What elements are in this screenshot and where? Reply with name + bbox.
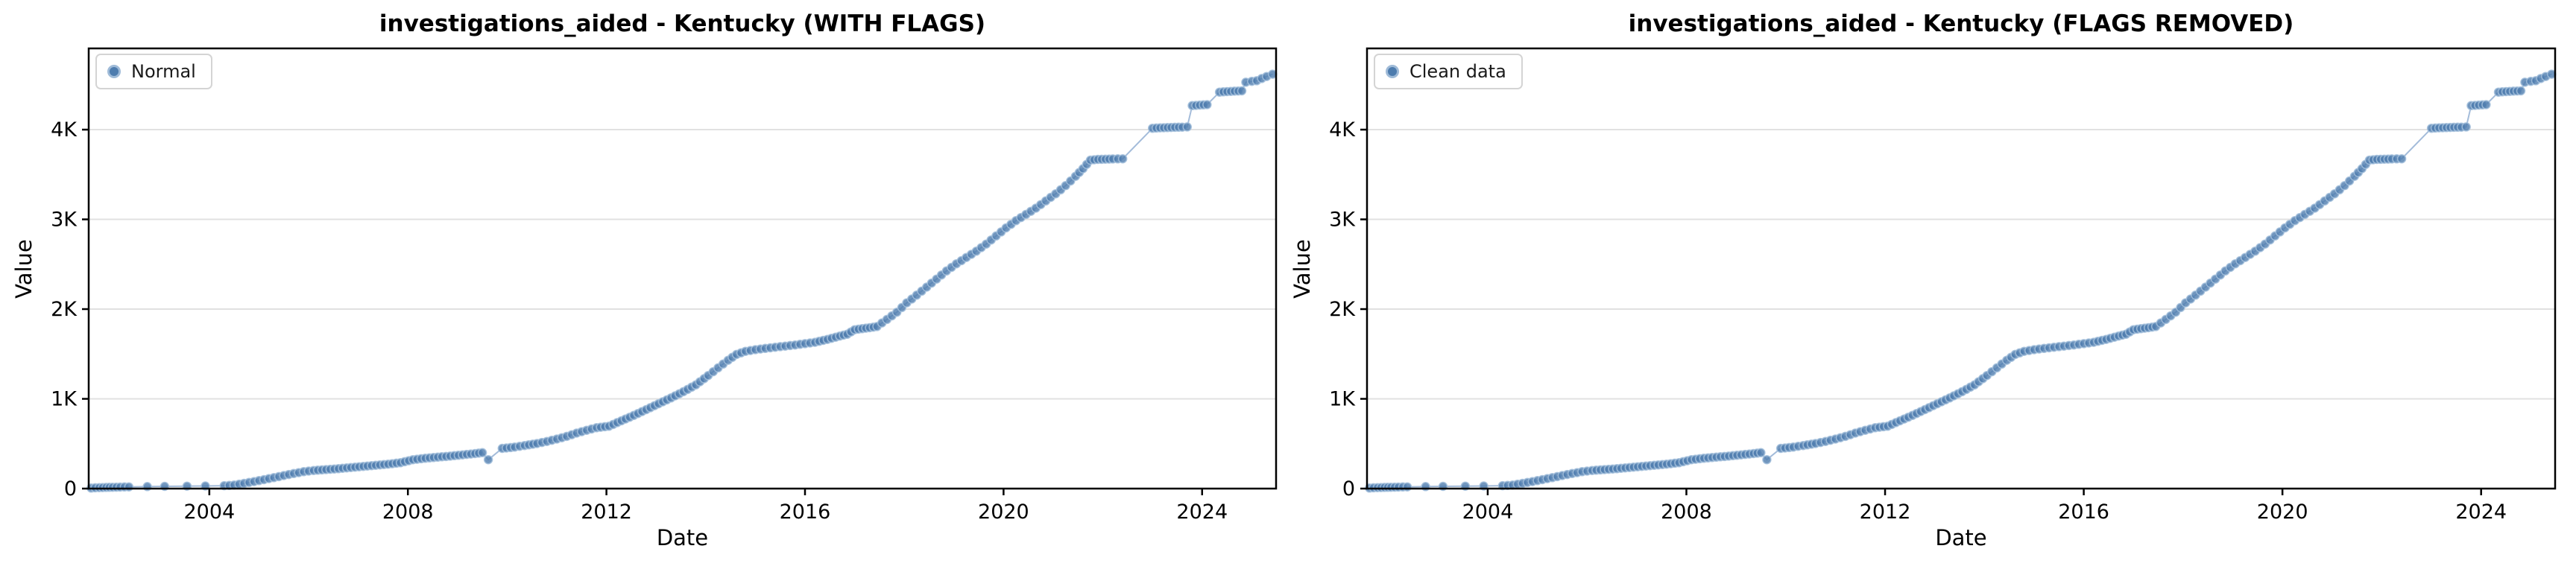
data-point: [1202, 100, 1212, 109]
right-plot: investigations_aided - Kentucky (FLAGS R…: [1289, 10, 2557, 550]
x-tick-label: 2024: [1176, 500, 1228, 524]
data-point: [477, 448, 487, 458]
left-plot-ylabel: Value: [11, 238, 37, 299]
y-tick-label: 1K: [1329, 388, 1356, 411]
x-tick-label: 2004: [183, 500, 235, 524]
x-tick-label: 2004: [1462, 500, 1514, 524]
data-point: [1117, 153, 1128, 164]
data-point: [1182, 122, 1193, 132]
y-tick-label: 1K: [51, 388, 78, 411]
x-tick-label: 2020: [978, 500, 1029, 524]
right-plot-title: investigations_aided - Kentucky (FLAGS R…: [1628, 10, 2294, 37]
legend-label: Clean data: [1409, 61, 1506, 82]
axes-spines: [87, 47, 1278, 490]
y-tick-label: 4K: [1329, 118, 1356, 142]
data-line: [1369, 73, 2552, 489]
data-point: [124, 482, 134, 492]
data-point: [483, 454, 493, 465]
data-line: [91, 73, 1273, 489]
y-tick-label: 0: [1342, 477, 1355, 500]
x-tick-label: 2020: [2257, 500, 2308, 524]
data-point: [1756, 448, 1766, 458]
y-tick-label: 4K: [51, 118, 78, 142]
axes-spines: [1366, 47, 2557, 490]
x-tick-label: 2016: [780, 500, 831, 524]
x-tick-label: 2008: [382, 500, 434, 524]
y-tick-label: 2K: [1329, 298, 1356, 321]
legend-marker-icon: [1386, 65, 1399, 78]
right-plot-ylabel: Value: [1289, 238, 1316, 299]
left-chart-canvas: 2004 2008 2012 2016 2020 2024 0 1K 2K 3K 4K: [51, 47, 1278, 524]
left-plot-legend: Normal: [95, 54, 212, 89]
x-tick-label: 2012: [581, 500, 632, 524]
data-point: [2481, 100, 2491, 109]
data-point: [2396, 153, 2407, 164]
data-point: [2461, 122, 2471, 132]
left-plot-xlabel: Date: [656, 525, 709, 550]
data-point: [1402, 482, 1412, 492]
x-tick-label: 2024: [2455, 500, 2507, 524]
y-tick-label: 0: [64, 477, 77, 500]
legend-label: Normal: [131, 61, 196, 82]
right-chart-canvas: 2004 2008 2012 2016 2020 2024 0 1K 2K 3K 4K: [1329, 47, 2557, 524]
left-plot: investigations_aided - Kentucky (WITH FL…: [11, 10, 1278, 550]
data-point: [1762, 454, 1772, 465]
x-tick-label: 2012: [1860, 500, 1911, 524]
x-tick-label: 2008: [1661, 500, 1712, 524]
y-tick-label: 3K: [51, 209, 78, 232]
data-point: [2516, 86, 2526, 96]
left-plot-title: investigations_aided - Kentucky (WITH FL…: [379, 10, 986, 37]
legend-marker-icon: [107, 65, 121, 78]
right-plot-legend: Clean data: [1374, 54, 1523, 89]
y-tick-label: 2K: [51, 298, 78, 321]
right-plot-xlabel: Date: [1935, 525, 1987, 550]
data-point: [1237, 86, 1247, 96]
x-tick-label: 2016: [2058, 500, 2109, 524]
y-tick-label: 3K: [1329, 209, 1356, 232]
